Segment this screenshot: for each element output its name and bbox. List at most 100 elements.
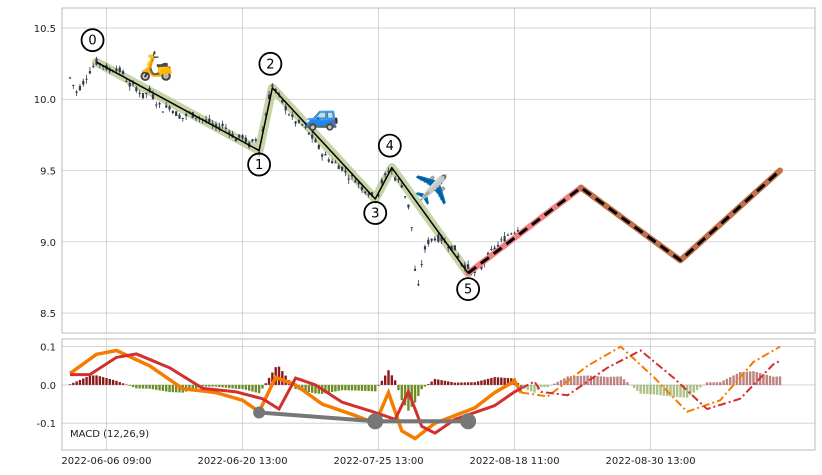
macd-hist-bar-positive — [775, 376, 778, 385]
macd-hist-bar-positive — [440, 380, 443, 385]
macd-hist-bar-negative — [403, 384, 407, 406]
macd-hist-bar-negative — [642, 384, 646, 394]
macd-hist-bar-positive — [709, 382, 712, 385]
marker-emoji-2: ✈️ — [414, 172, 449, 206]
macd-hist-bar-negative — [224, 384, 228, 388]
macd-hist-bar-positive — [393, 380, 397, 385]
macd-hist-bar-positive — [390, 375, 394, 385]
candle-body — [510, 233, 513, 235]
candle-body — [108, 69, 111, 72]
candle-body — [403, 196, 407, 198]
macd-hist-bar-positive — [108, 378, 112, 385]
macd-hist-bar-negative — [526, 384, 530, 391]
macd-hist-bar-negative — [344, 384, 347, 391]
candle-body — [321, 154, 324, 157]
macd-hist-bar-negative — [188, 384, 191, 391]
macd-hist-bar-positive — [596, 376, 599, 385]
macd-hist-bar-positive — [264, 383, 267, 385]
macd-hist-bar-positive — [85, 377, 88, 385]
macd-hist-bar-negative — [639, 384, 642, 394]
candle-body — [228, 131, 231, 134]
wave-label-5: 5 — [464, 283, 472, 298]
marker-emoji-1: 🚙 — [305, 99, 340, 132]
macd-hist-bar-negative — [357, 384, 360, 391]
macd-hist-bar-positive — [486, 378, 490, 385]
candle-body — [307, 132, 310, 135]
candle-body — [238, 134, 241, 138]
candle-body — [125, 80, 128, 82]
macd-hist-bar-positive — [456, 382, 460, 385]
divergence-point — [367, 413, 384, 430]
macd-hist-bar-positive — [88, 375, 92, 385]
macd-hist-bar-negative — [151, 384, 155, 390]
candle-body — [168, 106, 171, 110]
price-y-tick-label: 9.0 — [40, 238, 56, 249]
macd-hist-bar-positive — [593, 375, 596, 385]
candle-body — [357, 182, 360, 185]
candle-body — [244, 137, 247, 142]
wave-label-0: 0 — [88, 34, 96, 49]
candle-body — [500, 239, 503, 241]
candle-body — [516, 230, 519, 232]
macd-hist-bar-negative — [218, 384, 221, 387]
candle-body — [181, 117, 184, 119]
candle-body — [277, 93, 281, 95]
macd-hist-bar-positive — [380, 380, 384, 385]
macd-hist-bar-positive — [745, 371, 749, 385]
macd-hist-bar-positive — [506, 378, 510, 385]
macd-hist-bar-negative — [257, 384, 261, 394]
candle-body — [447, 247, 450, 249]
candle-body — [331, 161, 334, 164]
candle-body — [234, 138, 237, 142]
candle-body — [380, 179, 383, 184]
candle-body — [394, 177, 397, 181]
macd-hist-bar-negative — [417, 384, 420, 396]
macd-hist-bar-positive — [553, 383, 556, 385]
wave-label-2: 2 — [266, 57, 274, 72]
macd-hist-bar-positive — [115, 380, 118, 385]
candle-body — [254, 139, 257, 141]
macd-hist-bar-negative — [546, 384, 549, 388]
macd-hist-bar-positive — [496, 377, 500, 385]
wave-label-circle — [80, 28, 105, 53]
candle-body — [294, 121, 297, 124]
candle-body — [208, 118, 211, 123]
macd-hist-bar-negative — [662, 384, 666, 396]
candle-body — [387, 170, 390, 173]
candle-body — [384, 173, 387, 175]
macd-hist-bar-positive — [493, 377, 496, 385]
macd-hist-bar-negative — [529, 384, 533, 392]
macd-hist-bar-negative — [347, 384, 350, 391]
candle-body — [503, 236, 506, 242]
candle-body — [138, 92, 141, 95]
macd-hist-bar-positive — [778, 376, 782, 385]
candle-body — [115, 68, 118, 72]
macd-hist-bar-negative — [168, 384, 171, 393]
macd-hist-bar-positive — [450, 382, 453, 385]
macd-hist-bar-positive — [576, 375, 579, 385]
candle-body — [221, 123, 224, 126]
macd-hist-bar-positive — [626, 382, 629, 385]
candle-body — [131, 83, 135, 85]
candle-body — [440, 235, 443, 241]
candle-body — [82, 80, 85, 85]
macd-hist-bar-negative — [304, 384, 307, 392]
macd-hist-bar-negative — [695, 384, 699, 391]
candle-body — [360, 186, 364, 191]
candle-body — [128, 83, 131, 87]
macd-hist-bar-positive — [719, 382, 722, 385]
candle-body — [334, 162, 337, 164]
candle-body — [151, 94, 155, 100]
candle-body — [194, 117, 198, 119]
macd-hist-bar-negative — [656, 384, 659, 395]
candle-body — [171, 110, 174, 114]
macd-hist-bar-negative — [161, 384, 165, 391]
candle-body — [397, 179, 400, 181]
wave-label-4: 4 — [386, 139, 394, 154]
macd-hist-bar-negative — [131, 384, 135, 388]
macd-hist-bar-positive — [476, 381, 480, 385]
macd-hist-bar-negative — [174, 384, 178, 393]
candle-body — [413, 268, 417, 271]
